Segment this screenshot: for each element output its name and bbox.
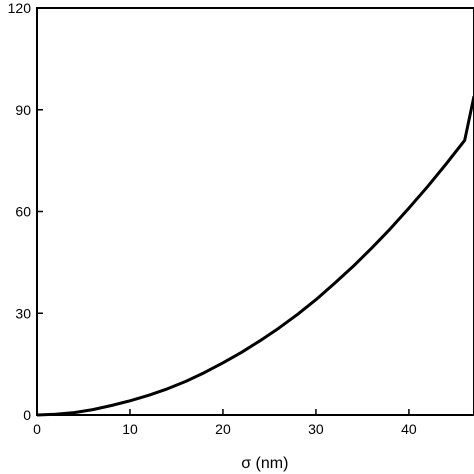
x-tick-label: 40	[401, 421, 417, 437]
y-tick-label: 0	[23, 407, 31, 423]
axes-frame	[36, 7, 474, 416]
y-tick-label: 60	[15, 204, 31, 220]
x-tick-label: 0	[33, 421, 41, 437]
x-axis-title: σ (nm)	[241, 455, 288, 472]
series-line	[36, 95, 474, 417]
y-tick-label: 30	[15, 305, 31, 321]
plot-area: 0 30 60 90 120 0 10 20 30 40	[8, 0, 474, 437]
y-tick-label: 120	[8, 0, 32, 16]
y-tick-label: 90	[15, 102, 31, 118]
x-tick-label: 10	[122, 421, 138, 437]
x-tick-label: 20	[215, 421, 231, 437]
x-tick-label: 30	[308, 421, 324, 437]
